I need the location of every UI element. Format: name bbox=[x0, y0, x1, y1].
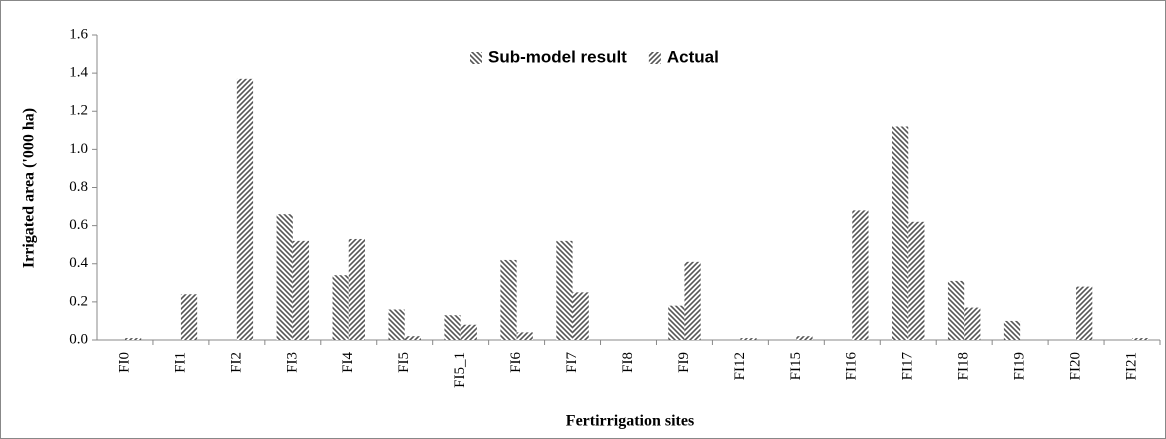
x-tick-label: FI4 bbox=[340, 352, 356, 373]
bar bbox=[404, 336, 421, 340]
legend-label: Sub-model result bbox=[488, 47, 627, 66]
bar bbox=[964, 307, 981, 340]
bar bbox=[332, 275, 349, 340]
bar bbox=[292, 240, 310, 340]
x-tick-label: FI18 bbox=[956, 352, 972, 380]
y-tick-label: 0.2 bbox=[69, 293, 88, 309]
bar bbox=[684, 261, 701, 340]
bar bbox=[556, 240, 573, 340]
x-tick-label: FI6 bbox=[508, 352, 524, 373]
bar bbox=[947, 280, 965, 340]
x-tick-label: FI0 bbox=[116, 352, 132, 373]
bar bbox=[444, 315, 461, 340]
x-axis-title: Fertirrigation sites bbox=[566, 413, 694, 430]
x-tick-label: FI1 bbox=[172, 352, 188, 373]
x-tick-label: FI7 bbox=[564, 352, 580, 373]
bar bbox=[180, 294, 198, 340]
legend-swatch bbox=[470, 52, 482, 64]
x-tick-label: FI17 bbox=[900, 352, 916, 381]
legend-label: Actual bbox=[667, 47, 719, 66]
bar bbox=[500, 259, 517, 340]
legend-swatch bbox=[648, 52, 661, 64]
x-tick-label: FI21 bbox=[1123, 352, 1139, 380]
x-tick-label: FI19 bbox=[1012, 352, 1028, 380]
bar bbox=[572, 292, 589, 340]
x-tick-label: FI15 bbox=[788, 352, 804, 380]
bar bbox=[740, 338, 757, 340]
bar bbox=[1076, 286, 1093, 340]
bar bbox=[1003, 320, 1021, 340]
y-tick-label: 1.6 bbox=[69, 26, 88, 42]
bar bbox=[852, 210, 869, 340]
bar bbox=[236, 78, 254, 340]
x-tick-label: FI5 bbox=[396, 352, 412, 373]
y-tick-label: 0.0 bbox=[69, 331, 88, 347]
y-axis-title: Irrigated area ('000 ha) bbox=[21, 108, 38, 268]
bar bbox=[1132, 338, 1149, 340]
x-tick-label: FI20 bbox=[1068, 352, 1084, 380]
x-tick-label: FI16 bbox=[844, 352, 860, 381]
x-tick-label: FI2 bbox=[228, 352, 244, 373]
bar bbox=[276, 214, 293, 340]
bar bbox=[668, 305, 685, 340]
x-tick-label: FI5_1 bbox=[452, 352, 468, 388]
bar bbox=[516, 332, 533, 340]
bar bbox=[348, 238, 365, 340]
bar bbox=[796, 336, 813, 340]
bar bbox=[908, 221, 925, 340]
bar bbox=[388, 309, 405, 340]
bar bbox=[460, 324, 477, 340]
x-tick-label: FI3 bbox=[284, 352, 300, 373]
y-tick-label: 1.0 bbox=[69, 141, 88, 157]
y-tick-label: 0.8 bbox=[69, 179, 88, 195]
x-tick-label: FI8 bbox=[620, 352, 636, 373]
x-tick-label: FI9 bbox=[676, 352, 692, 373]
bar bbox=[892, 126, 909, 340]
y-tick-label: 1.4 bbox=[69, 65, 88, 81]
bar bbox=[124, 338, 142, 340]
x-tick-label: FI12 bbox=[732, 352, 748, 380]
y-tick-label: 1.2 bbox=[69, 103, 88, 119]
y-tick-label: 0.6 bbox=[69, 217, 88, 233]
y-tick-label: 0.4 bbox=[69, 255, 88, 271]
